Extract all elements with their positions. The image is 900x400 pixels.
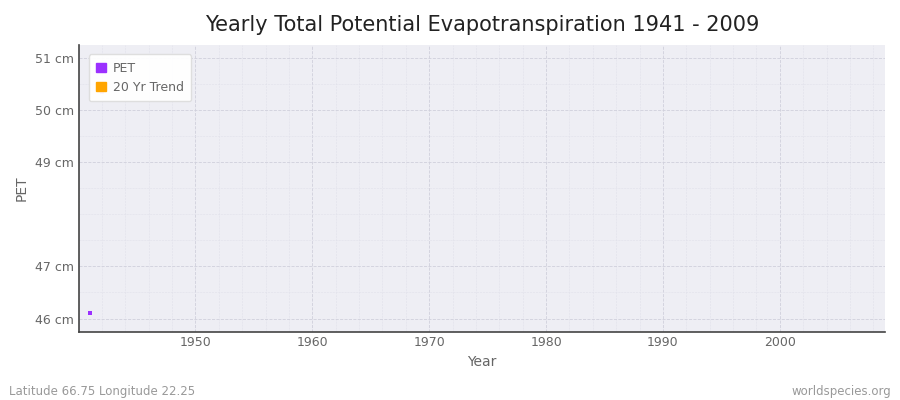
Legend: PET, 20 Yr Trend: PET, 20 Yr Trend: [89, 54, 191, 101]
Point: [94, 89, 109, 95]
Text: worldspecies.org: worldspecies.org: [791, 385, 891, 398]
X-axis label: Year: Year: [467, 355, 497, 369]
Point: [83, 310, 97, 316]
Y-axis label: PET: PET: [15, 176, 29, 201]
Text: Latitude 66.75 Longitude 22.25: Latitude 66.75 Longitude 22.25: [9, 385, 195, 398]
Title: Yearly Total Potential Evapotranspiration 1941 - 2009: Yearly Total Potential Evapotranspiratio…: [204, 15, 759, 35]
